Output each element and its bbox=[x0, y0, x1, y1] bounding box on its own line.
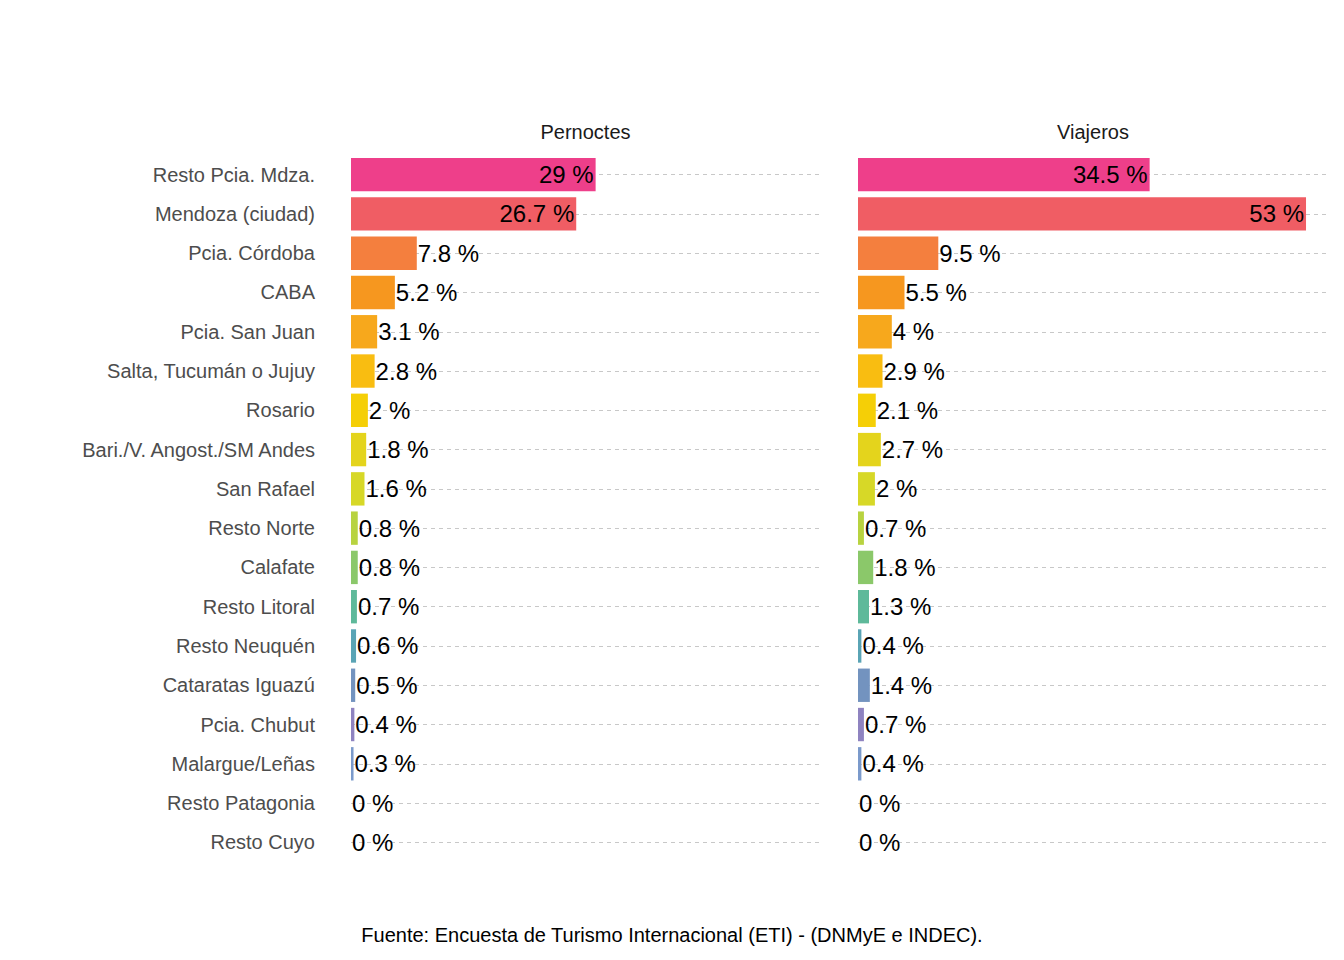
svg-text:Malargue/Leñas: Malargue/Leñas bbox=[172, 753, 315, 775]
svg-text:Pernoctes: Pernoctes bbox=[540, 121, 630, 143]
svg-text:1.6 %: 1.6 % bbox=[365, 475, 426, 502]
svg-text:Resto Pcia. Mdza.: Resto Pcia. Mdza. bbox=[153, 164, 315, 186]
svg-text:0.7 %: 0.7 % bbox=[865, 515, 926, 542]
svg-text:34.5 %: 34.5 % bbox=[1073, 161, 1148, 188]
svg-text:0 %: 0 % bbox=[352, 829, 393, 856]
svg-text:3.1 %: 3.1 % bbox=[378, 318, 439, 345]
svg-text:Pcia. San Juan: Pcia. San Juan bbox=[180, 321, 315, 343]
svg-text:2 %: 2 % bbox=[876, 475, 917, 502]
svg-text:Viajeros: Viajeros bbox=[1057, 121, 1129, 143]
svg-text:0 %: 0 % bbox=[859, 829, 900, 856]
svg-text:1.8 %: 1.8 % bbox=[367, 436, 428, 463]
svg-text:0.7 %: 0.7 % bbox=[358, 593, 419, 620]
svg-text:San Rafael: San Rafael bbox=[216, 478, 315, 500]
svg-text:Resto Litoral: Resto Litoral bbox=[203, 596, 315, 618]
svg-text:Resto Norte: Resto Norte bbox=[208, 517, 315, 539]
svg-text:2.8 %: 2.8 % bbox=[376, 358, 437, 385]
svg-text:Salta, Tucumán o Jujuy: Salta, Tucumán o Jujuy bbox=[107, 360, 315, 382]
svg-text:2.7 %: 2.7 % bbox=[882, 436, 943, 463]
svg-text:53 %: 53 % bbox=[1249, 200, 1304, 227]
svg-text:0.7 %: 0.7 % bbox=[865, 711, 926, 738]
svg-text:Calafate: Calafate bbox=[241, 556, 316, 578]
svg-text:0.6 %: 0.6 % bbox=[357, 632, 418, 659]
svg-text:0.3 %: 0.3 % bbox=[355, 750, 416, 777]
svg-text:Fuente: Encuesta de Turismo In: Fuente: Encuesta de Turismo Internaciona… bbox=[361, 924, 982, 946]
svg-text:Mendoza (ciudad): Mendoza (ciudad) bbox=[155, 203, 315, 225]
svg-text:5.2 %: 5.2 % bbox=[396, 279, 457, 306]
svg-text:CABA: CABA bbox=[261, 281, 316, 303]
svg-text:5.5 %: 5.5 % bbox=[905, 279, 966, 306]
svg-text:0 %: 0 % bbox=[859, 790, 900, 817]
svg-text:Pcia. Córdoba: Pcia. Córdoba bbox=[188, 242, 316, 264]
svg-text:1.3 %: 1.3 % bbox=[870, 593, 931, 620]
svg-text:0.4 %: 0.4 % bbox=[355, 711, 416, 738]
svg-text:0.4 %: 0.4 % bbox=[862, 632, 923, 659]
svg-text:1.4 %: 1.4 % bbox=[871, 672, 932, 699]
svg-text:2.1 %: 2.1 % bbox=[877, 397, 938, 424]
svg-text:4 %: 4 % bbox=[893, 318, 934, 345]
svg-text:Resto Neuquén: Resto Neuquén bbox=[176, 635, 315, 657]
svg-text:Cataratas Iguazú: Cataratas Iguazú bbox=[163, 674, 315, 696]
svg-text:Pcia. Chubut: Pcia. Chubut bbox=[200, 714, 315, 736]
svg-text:Resto Cuyo: Resto Cuyo bbox=[211, 831, 316, 853]
svg-text:Resto Patagonia: Resto Patagonia bbox=[167, 792, 316, 814]
svg-text:7.8 %: 7.8 % bbox=[418, 240, 479, 267]
svg-text:0.8 %: 0.8 % bbox=[359, 554, 420, 581]
svg-text:Rosario: Rosario bbox=[246, 399, 315, 421]
svg-text:0 %: 0 % bbox=[352, 790, 393, 817]
svg-text:1.8 %: 1.8 % bbox=[874, 554, 935, 581]
svg-text:2 %: 2 % bbox=[369, 397, 410, 424]
svg-text:9.5 %: 9.5 % bbox=[939, 240, 1000, 267]
svg-text:Bari./V. Angost./SM Andes: Bari./V. Angost./SM Andes bbox=[82, 439, 315, 461]
svg-text:0.8 %: 0.8 % bbox=[359, 515, 420, 542]
svg-text:29 %: 29 % bbox=[539, 161, 594, 188]
svg-text:0.4 %: 0.4 % bbox=[862, 750, 923, 777]
svg-text:0.5 %: 0.5 % bbox=[356, 672, 417, 699]
svg-text:2.9 %: 2.9 % bbox=[884, 358, 945, 385]
svg-text:26.7 %: 26.7 % bbox=[500, 200, 575, 227]
